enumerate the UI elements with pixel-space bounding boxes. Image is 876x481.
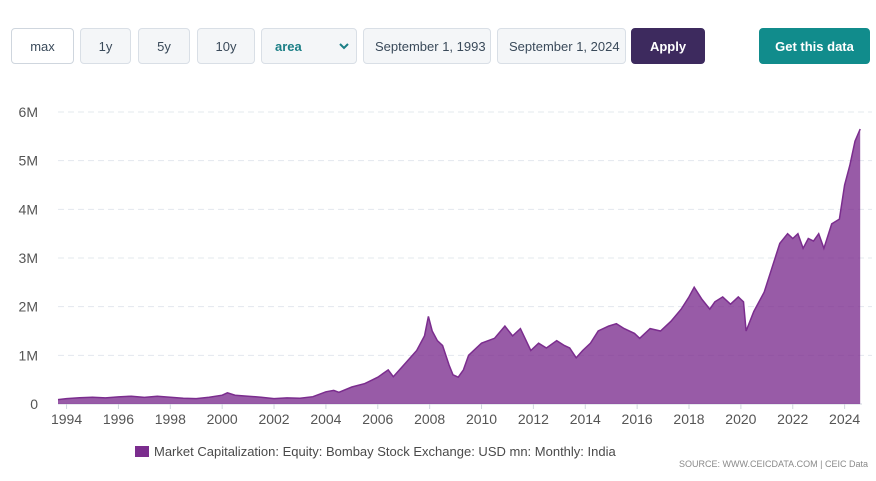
x-tick-label: 2004: [310, 411, 341, 427]
chart-type-value: area: [275, 38, 302, 54]
x-tick-label: 2010: [466, 411, 497, 427]
start-date-input[interactable]: September 1, 1993: [363, 28, 491, 64]
x-tick-label: 2022: [777, 411, 808, 427]
toolbar: max 1y 5y 10y area September 1, 1993 Sep…: [0, 0, 876, 90]
x-tick-label: 2024: [829, 411, 860, 427]
x-tick-label: 2002: [258, 411, 289, 427]
x-tick-label: 2012: [518, 411, 549, 427]
y-tick-label: 3M: [19, 250, 38, 266]
chevron-down-icon: [339, 43, 349, 50]
range-10y-button[interactable]: 10y: [197, 28, 255, 64]
y-tick-label: 6M: [19, 104, 38, 120]
legend[interactable]: Market Capitalization: Equity: Bombay St…: [135, 442, 616, 460]
y-axis-ticks: 0 1M 2M 3M 4M 5M 6M: [19, 104, 39, 412]
x-tick-label: 2016: [622, 411, 653, 427]
chart-type-select[interactable]: area: [261, 28, 357, 64]
y-tick-label: 0: [30, 396, 38, 412]
series-area[interactable]: [58, 129, 861, 404]
y-tick-label: 5M: [19, 153, 38, 169]
legend-label: Market Capitalization: Equity: Bombay St…: [154, 443, 616, 459]
x-axis-ticks: 1994 1996 1998 2000 2002 2004 2006 2008 2010 2012…: [51, 403, 862, 427]
x-tick-label: 1994: [51, 411, 82, 427]
grid-lines: [58, 111, 872, 356]
legend-swatch: [135, 445, 149, 457]
range-5y-button[interactable]: 5y: [138, 28, 190, 64]
get-data-button[interactable]: Get this data: [759, 28, 870, 64]
y-tick-label: 4M: [19, 201, 38, 217]
apply-button[interactable]: Apply: [631, 28, 705, 64]
series-line[interactable]: [57, 128, 861, 401]
x-tick-label: 2008: [414, 411, 445, 427]
x-tick-label: 2018: [673, 411, 704, 427]
series-area-group: [57, 128, 861, 404]
market-cap-chart: 0 1M 2M 3M 4M 5M 6M 1994 1996 1998 2000 2002 2004 20…: [19, 104, 872, 427]
x-tick-label: 2006: [362, 411, 393, 427]
x-tick-label: 1998: [155, 411, 186, 427]
y-tick-label: 2M: [19, 299, 38, 315]
end-date-input[interactable]: September 1, 2024: [497, 28, 626, 64]
x-tick-label: 2014: [570, 411, 601, 427]
y-tick-label: 1M: [19, 347, 38, 363]
x-tick-label: 1996: [103, 411, 134, 427]
range-max-button[interactable]: max: [11, 28, 74, 64]
range-1y-button[interactable]: 1y: [80, 28, 131, 64]
source-credit: SOURCE: WWW.CEICDATA.COM | CEIC Data: [678, 459, 868, 469]
x-tick-label: 2020: [725, 411, 756, 427]
x-tick-label: 2000: [207, 411, 238, 427]
